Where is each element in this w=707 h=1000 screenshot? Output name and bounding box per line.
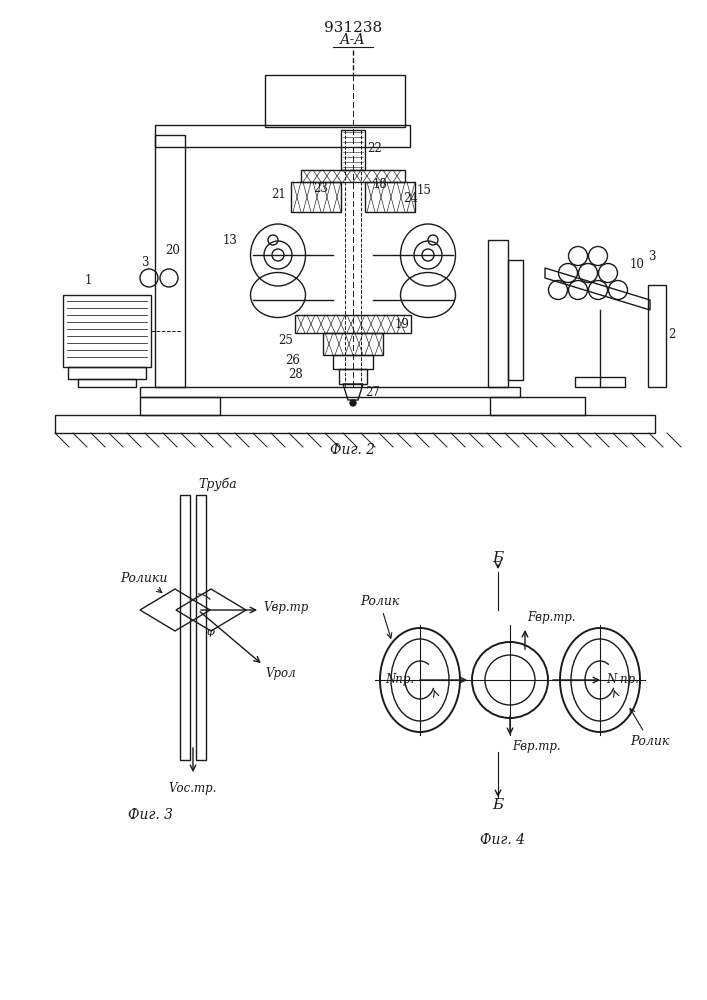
Text: Nпр.: Nпр. <box>385 674 414 686</box>
Text: 18: 18 <box>373 178 387 190</box>
Bar <box>55 415 655 433</box>
Bar <box>333 355 373 369</box>
Bar <box>68 367 146 379</box>
Bar <box>648 285 666 387</box>
Text: 3: 3 <box>648 250 655 263</box>
Bar <box>180 495 190 760</box>
Text: Ролики: Ролики <box>120 572 168 593</box>
Text: 22: 22 <box>367 141 382 154</box>
Text: φ: φ <box>206 627 214 637</box>
Bar <box>490 397 585 415</box>
Bar <box>196 495 206 760</box>
Text: 10: 10 <box>630 258 645 271</box>
Bar <box>575 377 625 387</box>
Bar <box>63 295 151 367</box>
Text: 25: 25 <box>278 334 293 348</box>
Text: Труба: Труба <box>198 478 237 491</box>
Bar <box>155 135 185 387</box>
Circle shape <box>272 249 284 261</box>
Text: 19: 19 <box>395 318 410 332</box>
Text: Ролик: Ролик <box>360 595 399 638</box>
Bar <box>155 125 410 147</box>
Bar <box>295 315 411 333</box>
Bar <box>365 182 415 212</box>
Text: Vрол: Vрол <box>265 667 296 680</box>
Text: 13: 13 <box>223 233 238 246</box>
Text: 27: 27 <box>365 385 380 398</box>
Bar <box>140 387 520 397</box>
Text: 20: 20 <box>165 243 180 256</box>
Bar <box>508 260 523 380</box>
Text: 1: 1 <box>85 273 93 286</box>
Text: Б: Б <box>492 551 503 565</box>
Circle shape <box>350 400 356 406</box>
Text: 24: 24 <box>403 192 418 205</box>
Text: 2: 2 <box>668 328 675 342</box>
Bar <box>265 75 405 127</box>
Text: Fвр.тр.: Fвр.тр. <box>512 740 561 753</box>
Text: 26: 26 <box>285 354 300 366</box>
Text: Б: Б <box>492 798 503 812</box>
Bar <box>341 130 365 170</box>
Text: Фиг. 3: Фиг. 3 <box>128 808 173 822</box>
Text: Ролик: Ролик <box>630 708 670 748</box>
Bar <box>339 369 367 384</box>
Bar <box>291 182 341 212</box>
Bar <box>488 240 508 387</box>
Circle shape <box>422 249 434 261</box>
Bar <box>78 379 136 387</box>
Bar <box>323 333 383 355</box>
Text: 21: 21 <box>271 188 286 202</box>
Bar <box>301 170 405 182</box>
Bar <box>140 397 220 415</box>
Text: Фиг. 4: Фиг. 4 <box>480 833 525 847</box>
Text: 15: 15 <box>417 184 432 196</box>
Text: 3: 3 <box>141 255 148 268</box>
Text: А-А: А-А <box>340 33 366 47</box>
Text: Фиг. 2: Фиг. 2 <box>330 443 375 457</box>
Text: 23: 23 <box>313 182 328 194</box>
Text: 28: 28 <box>288 368 303 381</box>
Text: Fвр.тр.: Fвр.тр. <box>527 611 575 624</box>
Text: N пр.: N пр. <box>606 674 639 686</box>
Text: 931238: 931238 <box>324 21 382 35</box>
Text: Vвр.тр: Vвр.тр <box>263 601 308 614</box>
Text: Vос.тр.: Vос.тр. <box>169 782 217 795</box>
